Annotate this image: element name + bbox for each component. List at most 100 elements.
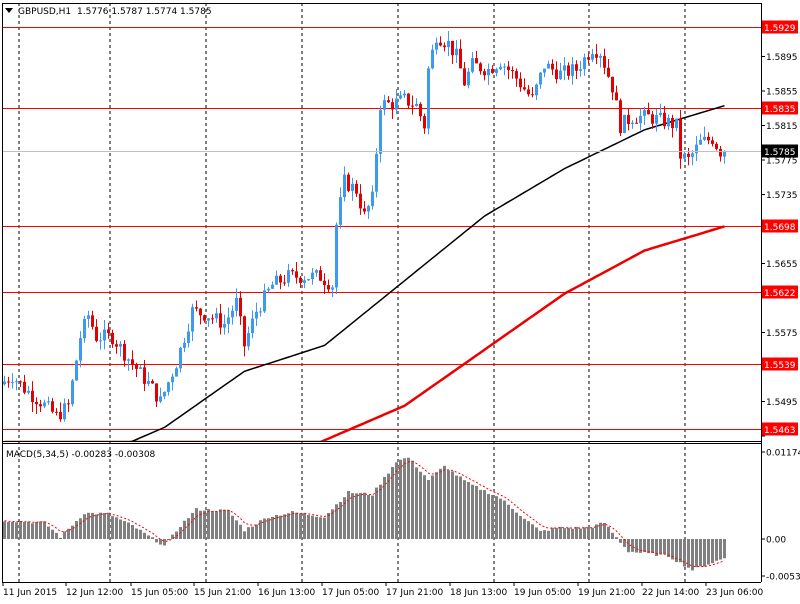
macd-bar <box>147 535 150 539</box>
candle-bear <box>687 153 690 157</box>
time-axis[interactable]: 11 Jun 2015 12 Jun 12:00 15 Jun 05:00 15 Ju… <box>2 582 763 598</box>
chart-menu-arrow-icon[interactable] <box>5 8 13 13</box>
macd-bar <box>563 528 566 539</box>
macd-bar <box>571 528 574 539</box>
macd-bar <box>471 484 474 539</box>
candle-bear <box>203 315 206 321</box>
time-tick-label: 19 Jun 05:00 <box>514 588 571 598</box>
candle-bear <box>323 280 326 286</box>
candle-bear <box>527 89 530 95</box>
candle-bull <box>127 359 130 361</box>
macd-bar <box>219 509 222 539</box>
macd-bar <box>195 508 198 539</box>
candlesticks <box>3 30 726 422</box>
macd-bar <box>447 470 450 539</box>
candle-bull <box>695 144 698 154</box>
macd-label: MACD(5,34,5) -0.00283 -0.00308 <box>6 450 156 460</box>
candle-bull <box>403 93 406 96</box>
macd-bar <box>375 487 378 539</box>
candle-bear <box>479 63 482 72</box>
level-price-label: 1.5622 <box>764 289 796 299</box>
macd-bar <box>463 480 466 539</box>
candle-bear <box>451 40 454 56</box>
candle-bull <box>315 270 318 273</box>
candle-bull <box>399 95 402 99</box>
macd-bar <box>491 494 494 539</box>
macd-bar <box>543 530 546 539</box>
macd-bar <box>523 518 526 539</box>
macd-bar <box>567 527 570 539</box>
time-tick-label: 16 Jun 13:00 <box>258 588 315 598</box>
macd-bar <box>151 537 154 539</box>
candle-bear <box>387 100 390 103</box>
candle-bull <box>11 382 14 384</box>
macd-bar <box>43 521 46 539</box>
macd-bar <box>575 526 578 539</box>
candle-bull <box>335 224 338 288</box>
candle-bull <box>183 342 186 348</box>
macd-bar <box>535 527 538 539</box>
time-tick-label: 19 Jun 21:00 <box>578 588 635 598</box>
macd-bar <box>539 530 542 539</box>
price-axis[interactable]: 1.5895 1.5855 1.5815 1.5775 1.5735 1.5655 1.55… <box>761 21 798 437</box>
macd-bar <box>59 537 62 539</box>
macd-bar <box>607 526 610 539</box>
candle-bear <box>603 56 606 68</box>
macd-bar <box>343 497 346 539</box>
candle-bull <box>579 69 582 71</box>
macd-bar <box>107 512 110 539</box>
macd-bar <box>99 512 102 539</box>
candle-bear <box>419 103 422 117</box>
macd-bar <box>479 489 482 539</box>
level-price-badge <box>762 20 798 34</box>
candle-bull <box>83 318 86 339</box>
candle-bear <box>355 183 358 194</box>
candle-bear <box>663 112 666 127</box>
candle-bear <box>463 68 466 86</box>
candle-bull <box>311 272 314 280</box>
candle-bull <box>251 318 254 334</box>
candle-bear <box>707 136 710 141</box>
candle-bear <box>615 92 618 101</box>
macd-bar <box>435 472 438 539</box>
macd-bar <box>347 490 350 539</box>
macd-bar <box>619 539 622 543</box>
candle-bull <box>631 122 634 124</box>
current-price-badge <box>762 144 798 158</box>
candle-bull <box>655 115 658 124</box>
macd-bar <box>103 513 106 539</box>
macd-bar <box>495 496 498 539</box>
macd-bar <box>259 520 262 539</box>
candle-bull <box>471 58 474 72</box>
candle-bear <box>55 411 58 413</box>
candle-bull <box>303 280 306 283</box>
macd-bar <box>655 539 658 557</box>
candle-bear <box>23 381 26 393</box>
time-tick-label: 12 Jun 12:00 <box>66 588 123 598</box>
candle-bear <box>575 64 578 71</box>
candle-bull <box>431 49 434 69</box>
candle-bull <box>255 311 258 319</box>
candle-bull <box>599 56 602 58</box>
candle-bear <box>627 114 630 124</box>
macd-bar <box>675 539 678 563</box>
candle-bull <box>227 317 230 324</box>
candle-bull <box>467 71 470 86</box>
macd-bar <box>615 537 618 539</box>
macd-bar <box>547 530 550 539</box>
candle-bear <box>31 390 34 403</box>
level-price-label: 1.5539 <box>764 361 796 371</box>
macd-bar <box>295 512 298 539</box>
macd-bar <box>87 512 90 539</box>
candle-bull <box>699 139 702 145</box>
macd-bar <box>363 492 366 539</box>
candle-bull <box>495 69 498 73</box>
price-tick-label: 1.5895 <box>766 53 798 63</box>
macd-tick-label: -0.00539 <box>766 573 800 583</box>
moving-average-slow <box>4 225 725 441</box>
macd-bar <box>231 515 234 539</box>
macd-bar <box>279 515 282 539</box>
candle-bear <box>143 367 146 384</box>
